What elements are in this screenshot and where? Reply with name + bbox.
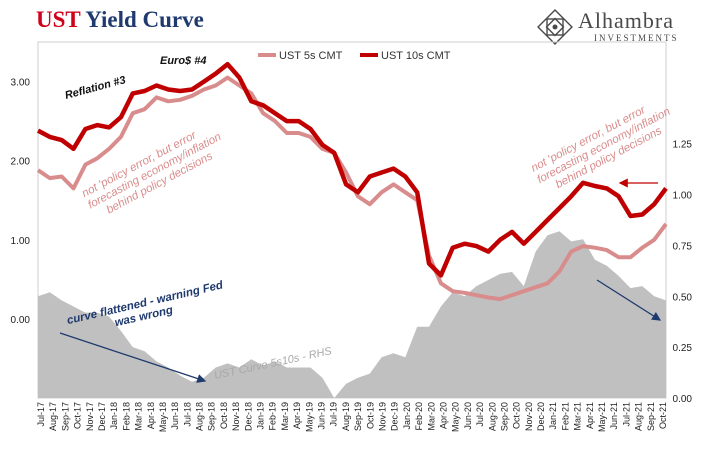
- x-tick-label: Oct-17: [73, 402, 83, 429]
- x-tick-label: May-18: [158, 402, 168, 432]
- x-tick-label: Jun-20: [463, 402, 473, 430]
- arrow-flatten-right: [596, 279, 662, 321]
- x-tick-label: Nov-18: [231, 402, 241, 431]
- chart-title: UST Yield Curve: [36, 7, 204, 33]
- x-tick-label: Jun-18: [170, 402, 180, 430]
- x-tick-label: Apr-18: [146, 402, 156, 429]
- x-tick-label: Sep-21: [646, 402, 656, 431]
- y-right-tick-label: 1.25: [673, 140, 693, 151]
- y-right-tick-label: 1.00: [673, 191, 693, 202]
- x-tick-label: Mar-21: [573, 402, 583, 431]
- x-tick-label: Jun-19: [317, 402, 327, 430]
- x-tick-label: Feb-21: [560, 402, 570, 431]
- series-line-ust-10s: [36, 61, 668, 278]
- series-area-spread-5s10s: [38, 231, 666, 398]
- x-tick-label: Jun-21: [609, 402, 619, 430]
- x-tick-label: May-19: [304, 402, 314, 432]
- y-left-tick-label: 3.00: [11, 78, 31, 89]
- y-right-tick-label: 0.00: [673, 394, 693, 405]
- x-tick-label: Aug-21: [634, 402, 644, 431]
- x-tick-label: Jul-20: [475, 402, 485, 427]
- x-tick-label: May-21: [597, 402, 607, 432]
- x-tick-label: Nov-19: [378, 402, 388, 431]
- x-tick-label: Dec-17: [97, 402, 107, 431]
- x-tick-label: Sep-19: [353, 402, 363, 431]
- x-tick-label: Mar-18: [134, 402, 144, 431]
- x-tick-label: May-20: [451, 402, 461, 432]
- x-tick-label: Nov-17: [85, 402, 95, 431]
- x-tick-label: Mar-19: [280, 402, 290, 431]
- alhambra-tile-icon: [537, 9, 573, 45]
- x-tick-label: Jul-17: [36, 402, 46, 427]
- legend: UST 5s CMT UST 10s CMT: [258, 50, 451, 62]
- x-tick-label: Dec-18: [243, 402, 253, 431]
- x-tick-label: Jul-21: [621, 402, 631, 427]
- annotation-eurodollar-4: Euro$ #4: [160, 55, 206, 67]
- y-right-tick-label: 0.50: [673, 292, 693, 303]
- x-tick-label: Jul-18: [182, 402, 192, 427]
- arrow-flatten-left: [59, 332, 207, 383]
- annotation-left-line-2: forecasting economy/inflation: [86, 131, 223, 212]
- x-tick-label: Jul-19: [329, 402, 339, 427]
- x-tick-label: Mar-20: [426, 402, 436, 431]
- x-tick-label: Oct-19: [365, 402, 375, 429]
- series-line-ust-5s: [36, 75, 668, 302]
- brand-logo-name: Alhambra: [578, 8, 674, 33]
- x-tick-label: Sep-17: [60, 402, 70, 431]
- x-tick-label: Oct-21: [658, 402, 668, 429]
- x-tick-label: Sep-18: [207, 402, 217, 431]
- x-tick-label: Jan-18: [109, 402, 119, 430]
- x-tick-label: Dec-20: [536, 402, 546, 431]
- x-tick-label: Dec-19: [390, 402, 400, 431]
- x-tick-label: Apr-20: [439, 402, 449, 429]
- legend-label-10s: UST 10s CMT: [381, 50, 451, 62]
- x-tick-label: Oct-20: [512, 402, 522, 429]
- x-tick-label: Jan-20: [402, 402, 412, 430]
- x-tick-label: Nov-20: [524, 402, 534, 431]
- x-tick-label: Feb-18: [121, 402, 131, 431]
- x-tick-label: Jan-19: [256, 402, 266, 430]
- y-left-tick-label: 1.00: [11, 236, 31, 247]
- arrows: [59, 178, 662, 383]
- x-tick-label: Feb-20: [414, 402, 424, 431]
- x-tick-label: Oct-18: [219, 402, 229, 429]
- x-tick-label: Jan-21: [548, 402, 558, 430]
- x-tick-label: Sep-20: [500, 402, 510, 431]
- x-tick-label: Apr-21: [585, 402, 595, 429]
- x-tick-label: Aug-18: [195, 402, 205, 431]
- y-left-tick-label: 0.00: [11, 315, 31, 326]
- title-part-ust: UST: [36, 7, 81, 32]
- x-tick-label: Aug-19: [341, 402, 351, 431]
- y-right-tick-label: 0.25: [673, 343, 693, 354]
- x-tick-label: Feb-19: [268, 402, 278, 431]
- y-right-tick-label: 0.75: [673, 241, 693, 252]
- brand-logo-sub: INVESTMENTS: [594, 33, 679, 43]
- x-tick-label: Aug-20: [487, 402, 497, 431]
- title-part-yield-curve: Yield Curve: [85, 7, 204, 32]
- annotation-right-line-2: forecasting economy/inflation: [535, 106, 672, 187]
- x-tick-label: Apr-19: [292, 402, 302, 429]
- x-tick-label: Aug-17: [48, 402, 58, 431]
- annotation-reflation-3: Reflation #3: [64, 74, 127, 102]
- y-left-tick-label: 2.00: [11, 157, 31, 168]
- legend-label-5s: UST 5s CMT: [279, 50, 343, 62]
